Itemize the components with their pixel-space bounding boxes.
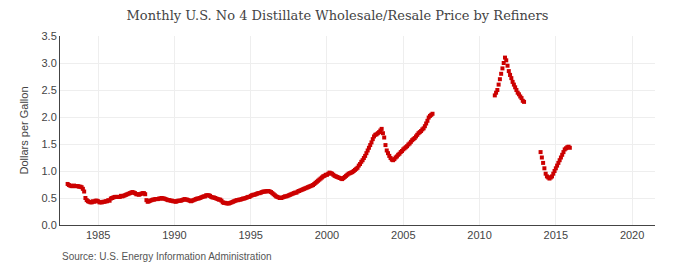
svg-text:0.5: 0.5 [42,192,57,204]
svg-text:3.0: 3.0 [42,57,57,69]
svg-text:3.5: 3.5 [42,30,57,42]
svg-text:1.0: 1.0 [42,165,57,177]
svg-text:2020: 2020 [620,229,644,241]
svg-text:1985: 1985 [86,229,110,241]
svg-text:2015: 2015 [544,229,568,241]
svg-text:2.0: 2.0 [42,111,57,123]
svg-text:2010: 2010 [467,229,491,241]
svg-text:Dollars per Gallon: Dollars per Gallon [18,86,30,174]
svg-text:2005: 2005 [391,229,415,241]
svg-text:2.5: 2.5 [42,84,57,96]
svg-text:Monthly U.S. No 4 Distillate W: Monthly U.S. No 4 Distillate Wholesale/R… [127,8,549,23]
svg-text:2000: 2000 [315,229,339,241]
svg-text:1990: 1990 [162,229,186,241]
svg-text:1995: 1995 [238,229,262,241]
svg-text:1.5: 1.5 [42,138,57,150]
svg-text:Source: U.S. Energy Informatio: Source: U.S. Energy Information Administ… [62,251,272,262]
svg-text:0.0: 0.0 [42,219,57,231]
